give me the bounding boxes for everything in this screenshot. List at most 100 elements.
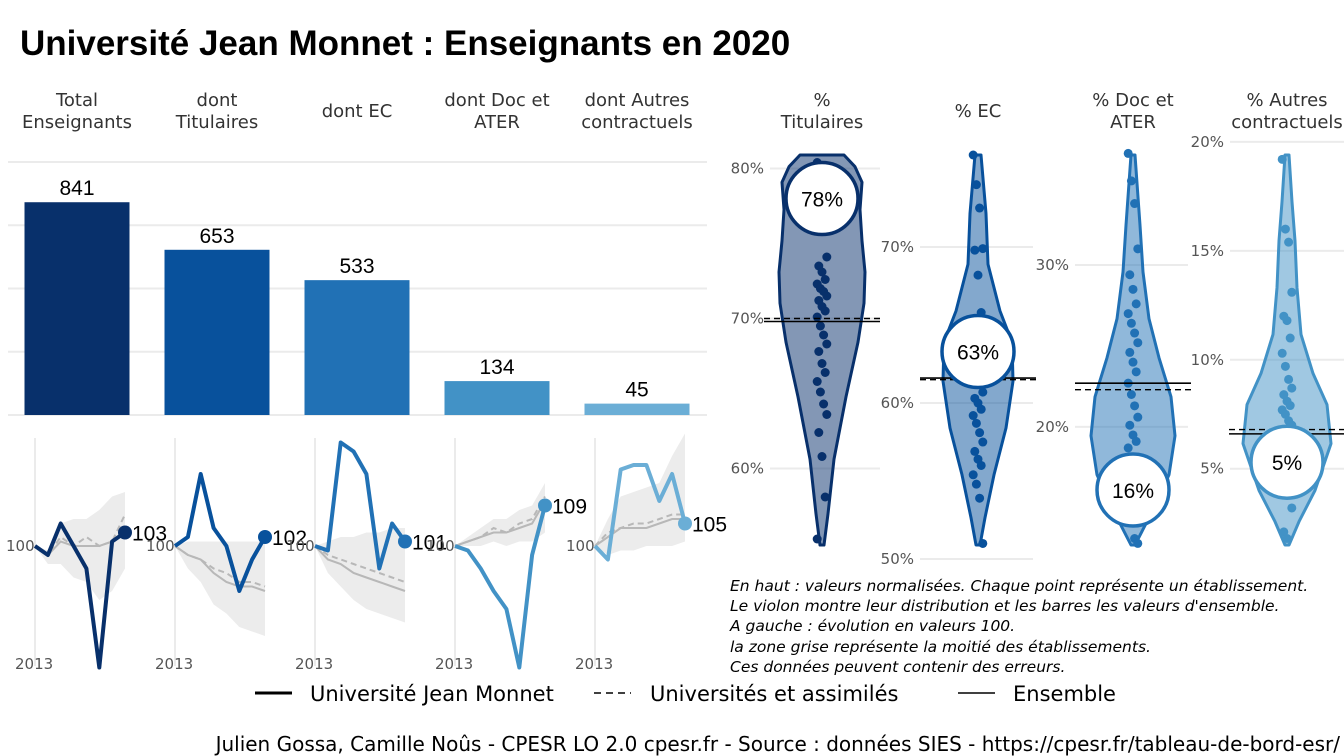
note-line-4: la zone grise représente la moitié des é… <box>730 638 1151 656</box>
legend-label-univ-jean-monnet: Université Jean Monnet <box>310 682 554 706</box>
establishment-point <box>1284 237 1294 247</box>
establishment-point <box>814 347 824 356</box>
establishment-point <box>819 330 829 340</box>
establishment-point <box>971 418 981 428</box>
establishment-point <box>970 446 980 456</box>
establishment-point <box>1126 318 1136 328</box>
series-end-label: 105 <box>692 514 727 537</box>
establishment-point <box>978 538 988 548</box>
evolution-xtick-label: 2013 <box>575 655 613 673</box>
establishment-point <box>971 180 981 190</box>
violin-tick-label: 30% <box>1036 256 1069 274</box>
legend-label-ensemble: Ensemble <box>1013 682 1116 706</box>
violin-header: % Doc et ATER <box>1092 90 1173 133</box>
note-line-5: Ces données peuvent contenir des erreurs… <box>730 658 1065 676</box>
series-endpoint <box>538 498 552 513</box>
series-end-label: 101 <box>412 532 447 555</box>
evolution-xtick-label: 2013 <box>15 655 53 673</box>
establishment-point <box>1284 374 1294 384</box>
bar-category-label: dont Autres contractuels <box>581 90 693 133</box>
evolution-base-label: 100 <box>426 537 455 555</box>
bar-value-label: 841 <box>59 177 94 200</box>
establishment-point <box>817 452 827 461</box>
violin-tick-label: 60% <box>881 394 914 412</box>
establishment-point <box>978 437 988 447</box>
source-caption: Julien Gossa, Camille Noûs - CPESR LO 2.… <box>214 732 1341 756</box>
establishment-point <box>819 399 829 409</box>
series-line-univ-jean-monnet <box>173 472 267 593</box>
establishment-point <box>971 479 981 489</box>
series-end-label: 103 <box>132 523 167 546</box>
evolution-panels: 1031002013102100201310110020131091002013… <box>6 433 727 673</box>
series-line-univ-jean-monnet <box>454 504 547 670</box>
establishment-point <box>970 245 980 255</box>
bar <box>584 403 690 415</box>
evolution-band <box>175 541 265 636</box>
establishment-point <box>820 492 830 502</box>
evolution-base-label: 100 <box>6 537 35 555</box>
violin-tick-label: 5% <box>1200 460 1224 478</box>
establishment-point <box>976 460 986 470</box>
bar-chart-panel: 841 Total Enseignants 653 dont Titulaires 533 d… <box>8 90 707 416</box>
series-line-universites <box>454 496 546 547</box>
establishment-point <box>978 244 988 254</box>
note-line-1: En haut : valeurs normalisées. Chaque po… <box>730 577 1308 595</box>
value-bubble <box>940 313 1016 390</box>
figure-title: Université Jean Monnet : Enseignants en … <box>20 24 790 63</box>
establishment-point <box>978 387 988 397</box>
establishment-point <box>968 411 978 421</box>
bar <box>444 381 550 415</box>
establishment-point <box>1282 316 1292 326</box>
violin-tick-label: 80% <box>731 160 764 178</box>
establishment-point <box>822 339 832 349</box>
violin-tick-label: 10% <box>1191 351 1224 369</box>
establishment-point <box>1133 538 1143 548</box>
bar <box>304 280 410 415</box>
establishment-point <box>976 404 986 414</box>
bar <box>24 202 130 415</box>
violin-header: % Titulaires <box>780 90 863 133</box>
bar-value-label: 134 <box>479 356 514 379</box>
establishment-point <box>1130 401 1140 411</box>
establishment-point <box>814 428 824 437</box>
notes-block: En haut : valeurs normalisées. Chaque po… <box>729 577 1308 676</box>
establishment-point <box>812 377 822 386</box>
series-endpoint <box>258 530 272 544</box>
establishment-point <box>1128 357 1138 367</box>
evolution-xtick-label: 2013 <box>295 655 333 673</box>
establishment-point <box>1128 284 1138 294</box>
bar-value-label: 653 <box>199 225 234 248</box>
establishment-point <box>1282 533 1292 543</box>
series-endpoint <box>678 516 692 531</box>
violin-tick-label: 70% <box>731 310 764 328</box>
establishment-point <box>1287 287 1297 297</box>
violin-header: % Autres contractuels <box>1231 90 1343 133</box>
establishment-point <box>968 150 978 160</box>
evolution-base-label: 100 <box>566 537 595 555</box>
establishment-point <box>975 203 985 213</box>
evolution-band <box>455 483 545 546</box>
evolution-base-label: 100 <box>146 537 175 555</box>
establishment-point <box>815 387 825 397</box>
violin-tick-label: 50% <box>881 550 914 568</box>
note-line-3: A gauche : évolution en valeurs 100. <box>729 617 1015 635</box>
bar-category-label: dont Doc et ATER <box>444 90 549 133</box>
violin-tick-label: 20% <box>1036 418 1069 436</box>
establishment-point <box>1125 347 1135 357</box>
violin-tick-label: 70% <box>881 238 914 256</box>
bar-category-label: dont Titulaires <box>175 90 258 133</box>
value-label: 63% <box>957 342 999 365</box>
establishment-point <box>1125 420 1135 430</box>
establishment-point <box>817 359 827 368</box>
violin-header: % EC <box>955 101 1002 122</box>
establishment-point <box>968 470 978 480</box>
establishment-point <box>820 275 830 284</box>
establishment-point <box>1123 309 1133 319</box>
violin-tick-label: 15% <box>1191 242 1224 260</box>
series-end-label: 102 <box>272 527 307 550</box>
series-line-ensemble <box>314 545 406 592</box>
value-bubble <box>1095 452 1171 528</box>
establishment-point <box>812 312 822 322</box>
value-bubble <box>1249 424 1325 500</box>
